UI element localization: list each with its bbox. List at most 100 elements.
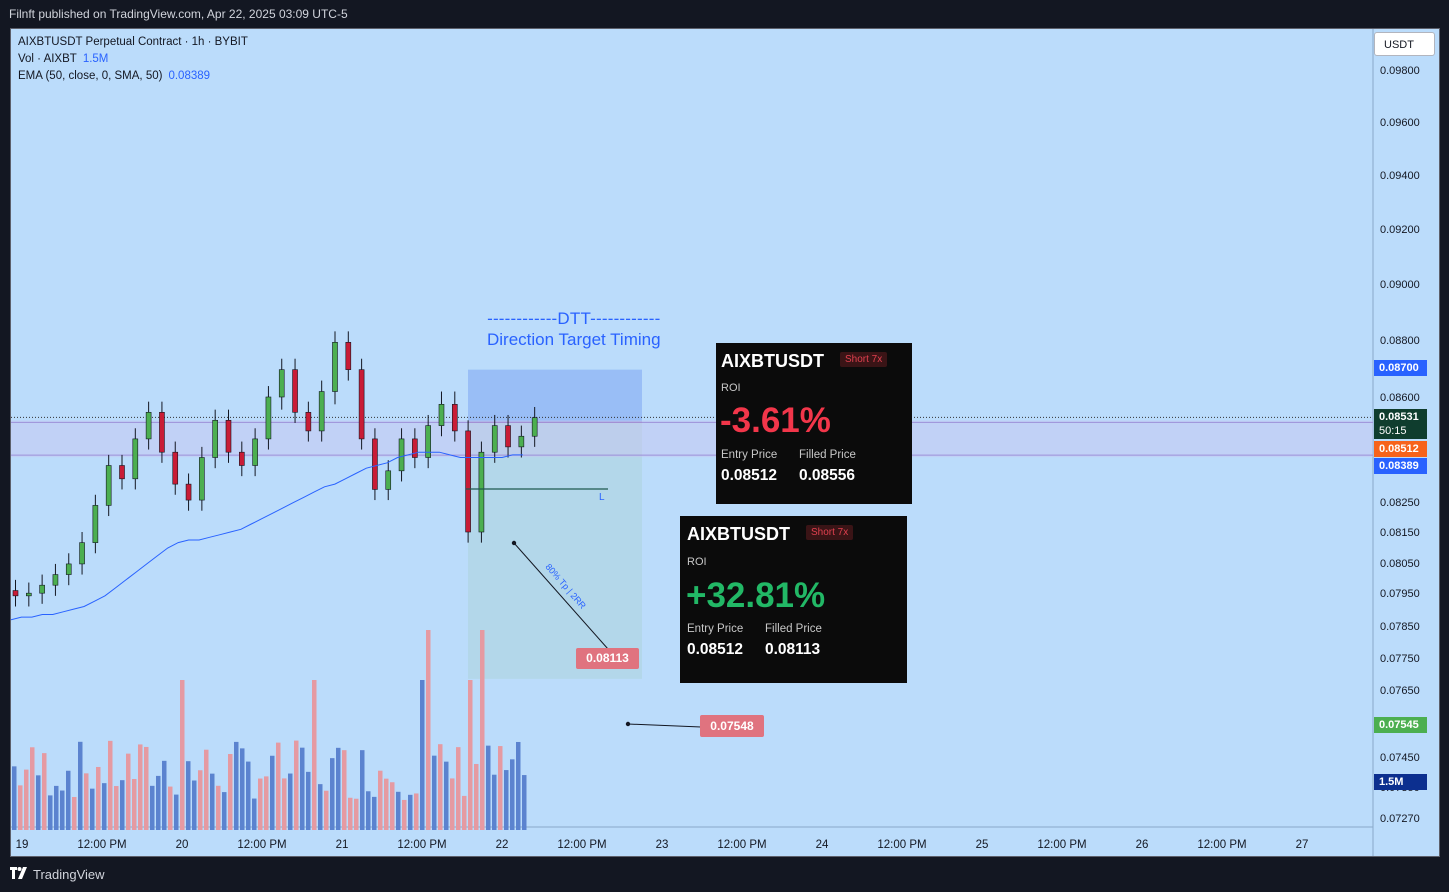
volume-bar bbox=[258, 778, 263, 830]
tp2-anchor bbox=[625, 721, 631, 727]
legend-symbol[interactable]: AIXBTUSDT Perpetual Contract · 1h · BYBI… bbox=[18, 36, 248, 48]
volume-bar bbox=[234, 741, 239, 830]
volume-bar bbox=[492, 774, 497, 830]
volume-bar bbox=[18, 785, 23, 830]
volume-bar bbox=[462, 795, 467, 830]
candle-body bbox=[398, 438, 405, 472]
y-tick-label: 0.09600 bbox=[1380, 117, 1420, 129]
volume-bar bbox=[84, 773, 89, 830]
volume-bar bbox=[186, 761, 191, 830]
volume-bar bbox=[288, 773, 293, 830]
y-tick-label: 0.07270 bbox=[1380, 813, 1420, 825]
volume-bar bbox=[324, 790, 329, 830]
roi-card-loss: AIXBTUSDT Short 7x ROI -3.61% Entry Pric… bbox=[716, 343, 912, 504]
tradingview-logo-icon bbox=[10, 866, 28, 882]
axis-tag-stop: 0.08700 bbox=[1374, 360, 1427, 376]
x-tick-label: 12:00 PM bbox=[717, 839, 766, 851]
volume-bar bbox=[498, 746, 503, 830]
volume-bar bbox=[60, 790, 65, 830]
card-filled-label: Filled Price bbox=[799, 449, 856, 461]
volume-bar bbox=[72, 796, 77, 830]
volume-bar bbox=[204, 749, 209, 830]
volume-bar bbox=[366, 791, 371, 830]
y-tick-label: 0.07850 bbox=[1380, 621, 1420, 633]
stop-zone bbox=[468, 369, 642, 423]
volume-bar bbox=[522, 775, 527, 830]
volume-bar bbox=[396, 791, 401, 830]
card-entry-label: Entry Price bbox=[687, 623, 744, 635]
volume-bar bbox=[282, 778, 287, 830]
y-tick-label: 0.08800 bbox=[1380, 335, 1420, 347]
volume-bar bbox=[54, 785, 59, 830]
volume-bar bbox=[306, 771, 311, 830]
candle-body bbox=[345, 341, 352, 370]
y-tick-label: 0.07750 bbox=[1380, 653, 1420, 665]
candle-body bbox=[478, 451, 485, 533]
axis-tag-volume: 1.5M bbox=[1374, 774, 1427, 790]
candle-body bbox=[239, 451, 245, 466]
price-chart[interactable]: 0.09800 0.09600 0.09400 0.09200 0.09000 0.088… bbox=[11, 29, 1440, 857]
profit-zone bbox=[468, 422, 642, 679]
card-symbol: AIXBTUSDT bbox=[721, 351, 824, 371]
card-entry-value: 0.08512 bbox=[721, 467, 778, 484]
x-tick-label: 12:00 PM bbox=[77, 839, 126, 851]
candle-body bbox=[92, 505, 99, 543]
legend-ema-label: EMA (50, close, 0, SMA, 50) bbox=[18, 70, 163, 82]
volume-bar bbox=[156, 775, 161, 830]
volume-bar bbox=[198, 770, 203, 830]
volume-bar bbox=[36, 775, 41, 830]
currency-button[interactable]: USDT bbox=[1374, 32, 1435, 56]
legend-ema: EMA (50, close, 0, SMA, 50) 0.08389 bbox=[18, 68, 248, 85]
volume-bar bbox=[48, 795, 53, 830]
volume-bar bbox=[180, 680, 185, 830]
roi-card-profit: AIXBTUSDT Short 7x ROI +32.81% Entry Pri… bbox=[680, 516, 907, 683]
candle-body bbox=[39, 584, 45, 594]
volume-bar bbox=[24, 769, 29, 830]
volume-bar bbox=[90, 788, 95, 830]
candle-body bbox=[105, 465, 112, 506]
card-roi-value: -3.61% bbox=[720, 401, 831, 440]
tradingview-logo[interactable]: TradingView bbox=[10, 866, 105, 882]
legend-ema-value: 0.08389 bbox=[168, 70, 211, 82]
axis-tag-timer: 50:15 bbox=[1379, 425, 1407, 437]
footer-bar: TradingView bbox=[0, 857, 1449, 892]
tp2-connector bbox=[627, 723, 702, 728]
volume-bar bbox=[408, 794, 413, 830]
candle-body bbox=[26, 592, 32, 597]
candle-body bbox=[358, 369, 365, 440]
volume-bar bbox=[120, 780, 125, 830]
candle-body bbox=[505, 425, 511, 448]
volume-bar bbox=[96, 766, 101, 830]
volume-bar bbox=[126, 753, 131, 830]
legend-volume: Vol · AIXBT 1.5M bbox=[18, 51, 248, 68]
y-tick-label: 0.07950 bbox=[1380, 588, 1420, 600]
tp1-connector bbox=[513, 542, 609, 650]
volume-bar bbox=[414, 793, 419, 830]
volume-bar bbox=[516, 741, 521, 830]
volume-bar bbox=[402, 799, 407, 830]
entry-band bbox=[11, 420, 1373, 458]
axis-tag-last-price: 0.08531 50:15 bbox=[1374, 409, 1427, 439]
volume-bar bbox=[78, 741, 83, 830]
volume-bar bbox=[42, 753, 47, 830]
card-filled-value: 0.08113 bbox=[765, 641, 821, 658]
volume-bar bbox=[480, 630, 485, 830]
candle-body bbox=[518, 435, 525, 448]
candle-body bbox=[372, 438, 378, 490]
volume-bar bbox=[114, 786, 119, 830]
candle-body bbox=[52, 574, 59, 586]
volume-bar bbox=[228, 754, 233, 830]
volume-bar bbox=[378, 770, 383, 830]
y-tick-label: 0.09800 bbox=[1380, 65, 1420, 77]
volume-bar bbox=[138, 744, 143, 830]
card-roi-label: ROI bbox=[687, 556, 707, 568]
volume-bar bbox=[336, 747, 341, 830]
candle-body bbox=[225, 419, 232, 453]
axis-tag-entry: 0.08512 bbox=[1374, 441, 1427, 457]
dtt-annotation: ------------DTT------------ Direction Ta… bbox=[487, 308, 661, 350]
volume-bar bbox=[246, 761, 251, 830]
ema-line bbox=[11, 451, 523, 621]
volume-bar bbox=[150, 785, 155, 830]
candle-body bbox=[412, 438, 418, 458]
x-tick-label: 22 bbox=[496, 839, 509, 851]
